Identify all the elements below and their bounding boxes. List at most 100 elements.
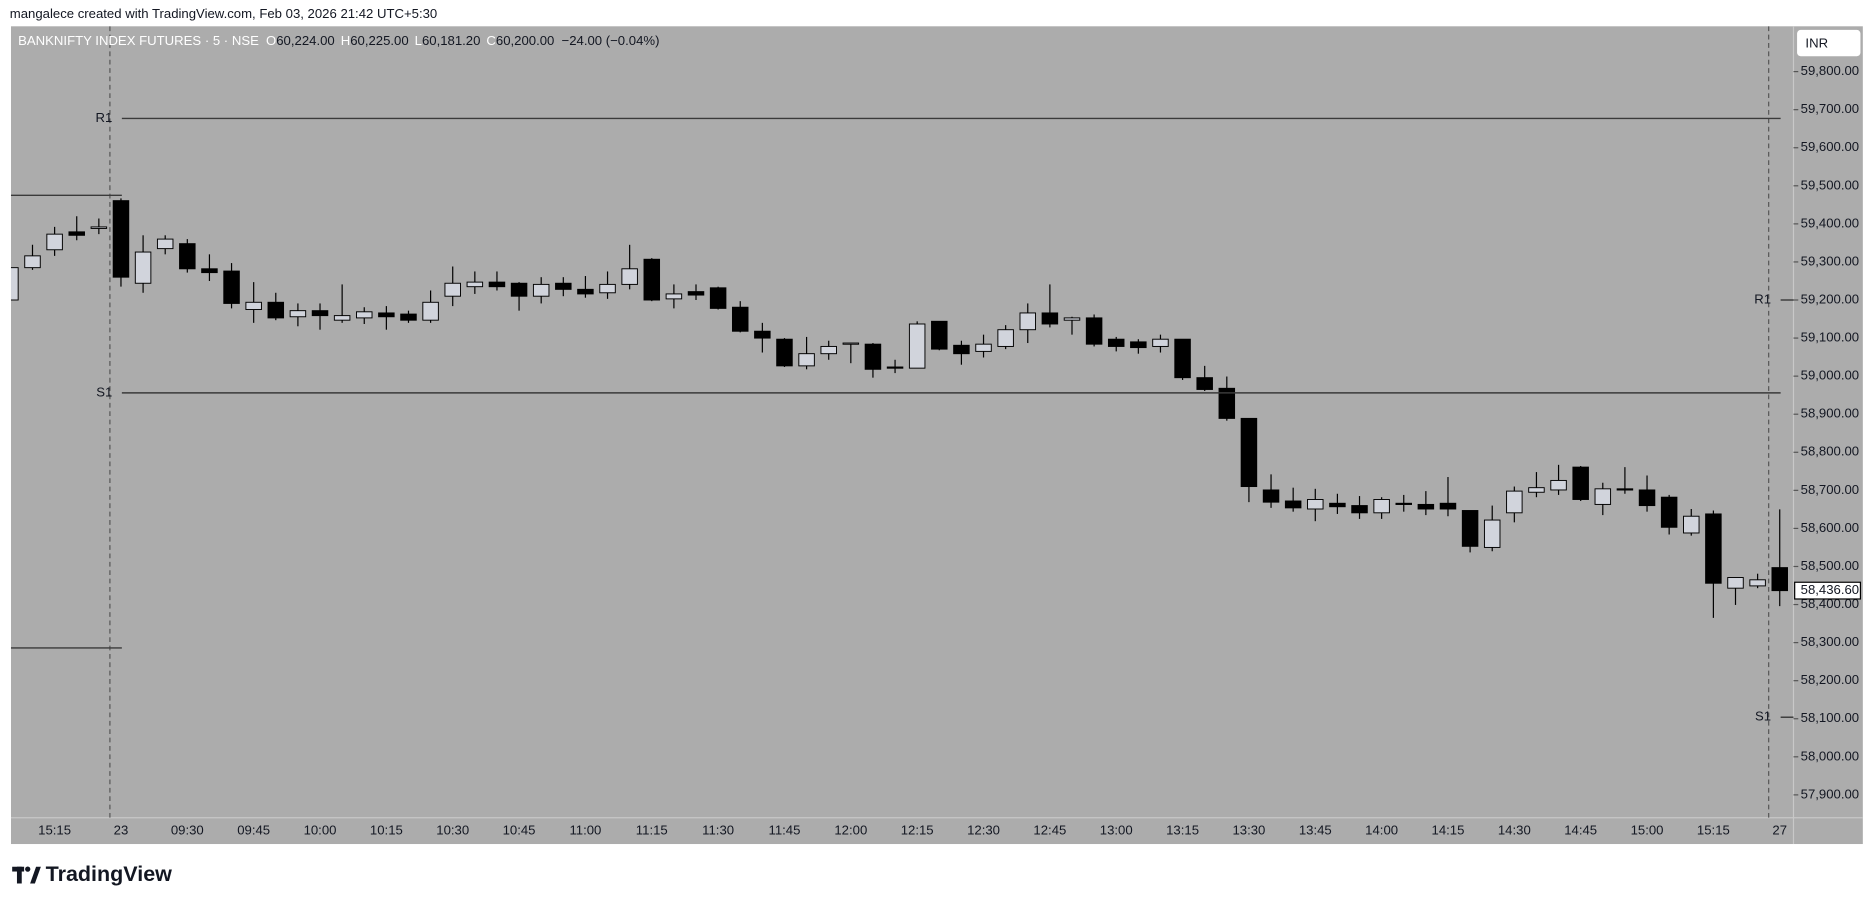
y-tick-label: 58,100.00 [1801,710,1859,725]
x-tick-label: 10:00 [304,822,337,837]
candle-body [356,311,373,319]
candle-body [1395,502,1412,505]
y-tick-label: 59,400.00 [1801,215,1859,230]
candle-body [1262,489,1280,503]
candle-body [311,310,329,317]
candle-body [1727,577,1744,589]
candle-body [466,281,484,288]
y-tick-label: 58,900.00 [1801,406,1859,421]
candle-body [488,281,506,288]
y-tick-label: 59,700.00 [1801,101,1859,116]
x-tick-label: 09:45 [237,822,270,837]
candle-body [886,366,904,369]
x-tick-label: 14:45 [1564,822,1597,837]
ohlc-key: C [486,33,496,48]
candle-body [267,301,285,319]
x-tick-label: 12:15 [901,822,934,837]
x-tick-label: 13:15 [1166,822,1199,837]
candle-body [1594,488,1612,505]
candle-body [1749,579,1766,587]
candle-body [1063,317,1081,321]
candle-body [687,291,705,296]
x-tick-label: 14:15 [1432,822,1465,837]
candle-body [1506,490,1523,514]
candle-body [1152,338,1169,347]
candle-body [10,267,19,301]
candle-body [1373,499,1390,514]
candle-body [1705,513,1722,584]
candle-body [378,312,395,318]
candle-body [1683,515,1700,534]
candle-body [1218,387,1236,419]
candle-body [864,343,882,370]
x-tick-label: 15:00 [1631,822,1664,837]
brand: TradingView [46,862,173,886]
candle-body [1240,417,1258,488]
x-tick-label: 11:00 [569,822,601,837]
candle-body [621,268,638,285]
candle-body [1329,502,1346,508]
x-tick-label: 10:30 [436,822,469,837]
candle-body [532,283,550,297]
y-tick-label: 59,000.00 [1801,368,1859,383]
candle-body [156,238,174,250]
attribution: mangalece created with TradingView.com, … [10,6,437,21]
last-price-box [1794,581,1862,600]
y-tick-label: 58,700.00 [1801,482,1859,497]
candle-body [1771,567,1788,592]
candle-body [1351,505,1368,514]
logo-shape [25,866,31,872]
candle-body [975,343,992,352]
candle-body [731,306,749,332]
candle-body [510,282,528,297]
candle-body [599,283,616,294]
pivot-label: R1 [95,110,112,125]
last-price-label: 58,436.60 [1801,582,1859,597]
y-tick-label: 58,300.00 [1801,634,1859,649]
y-tick-label: 59,500.00 [1801,177,1859,192]
x-tick-label: 14:00 [1365,822,1398,837]
candle-body [709,287,727,309]
candle-body [46,233,63,251]
candle-body [931,320,948,350]
candle-body [1130,341,1147,349]
ohlc-key: H [341,33,351,48]
candle-body [555,282,572,290]
ohlc-value: 60,200.00 [496,33,554,48]
candle-body [1284,500,1302,509]
candle-body [1660,496,1678,528]
change: −24.00 (−0.04%) [562,33,660,48]
ohlc-value: 60,224.00 [276,33,334,48]
x-tick-label: 15:15 [1697,822,1730,837]
x-tick-label: 12:45 [1033,822,1066,837]
symbol: BANKNIFTY INDEX FUTURES · 5 · NSE [18,33,259,48]
x-tick-label: 15:15 [38,822,71,837]
candle-body [1528,487,1545,493]
candle-body [754,330,771,339]
symbol-legend: BANKNIFTY INDEX FUTURES · 5 · NSE O60,224… [18,33,659,48]
candle-body [820,345,837,355]
candle-body [400,313,417,321]
candle-body [1307,499,1324,510]
pivot-label: S1 [96,384,112,399]
candle-body [1439,502,1457,510]
currency-box [1797,29,1861,57]
pivot-label: S1 [1755,709,1771,724]
x-tick-label: 13:45 [1299,822,1332,837]
plot-area [10,26,1788,818]
y-tick-label: 58,200.00 [1801,672,1859,687]
x-tick-label: 11:45 [769,822,801,837]
candle-body [422,301,439,321]
candle-body [1107,338,1125,347]
candle-body [1483,519,1501,548]
candle-body [643,258,661,301]
logo [12,866,41,884]
x-tick-label: 23 [114,822,129,837]
candle-body [24,255,41,269]
y-tick-label: 59,200.00 [1801,291,1859,306]
currency: INR [1805,36,1828,51]
candle-body [90,226,108,229]
candle-body [1572,466,1589,500]
